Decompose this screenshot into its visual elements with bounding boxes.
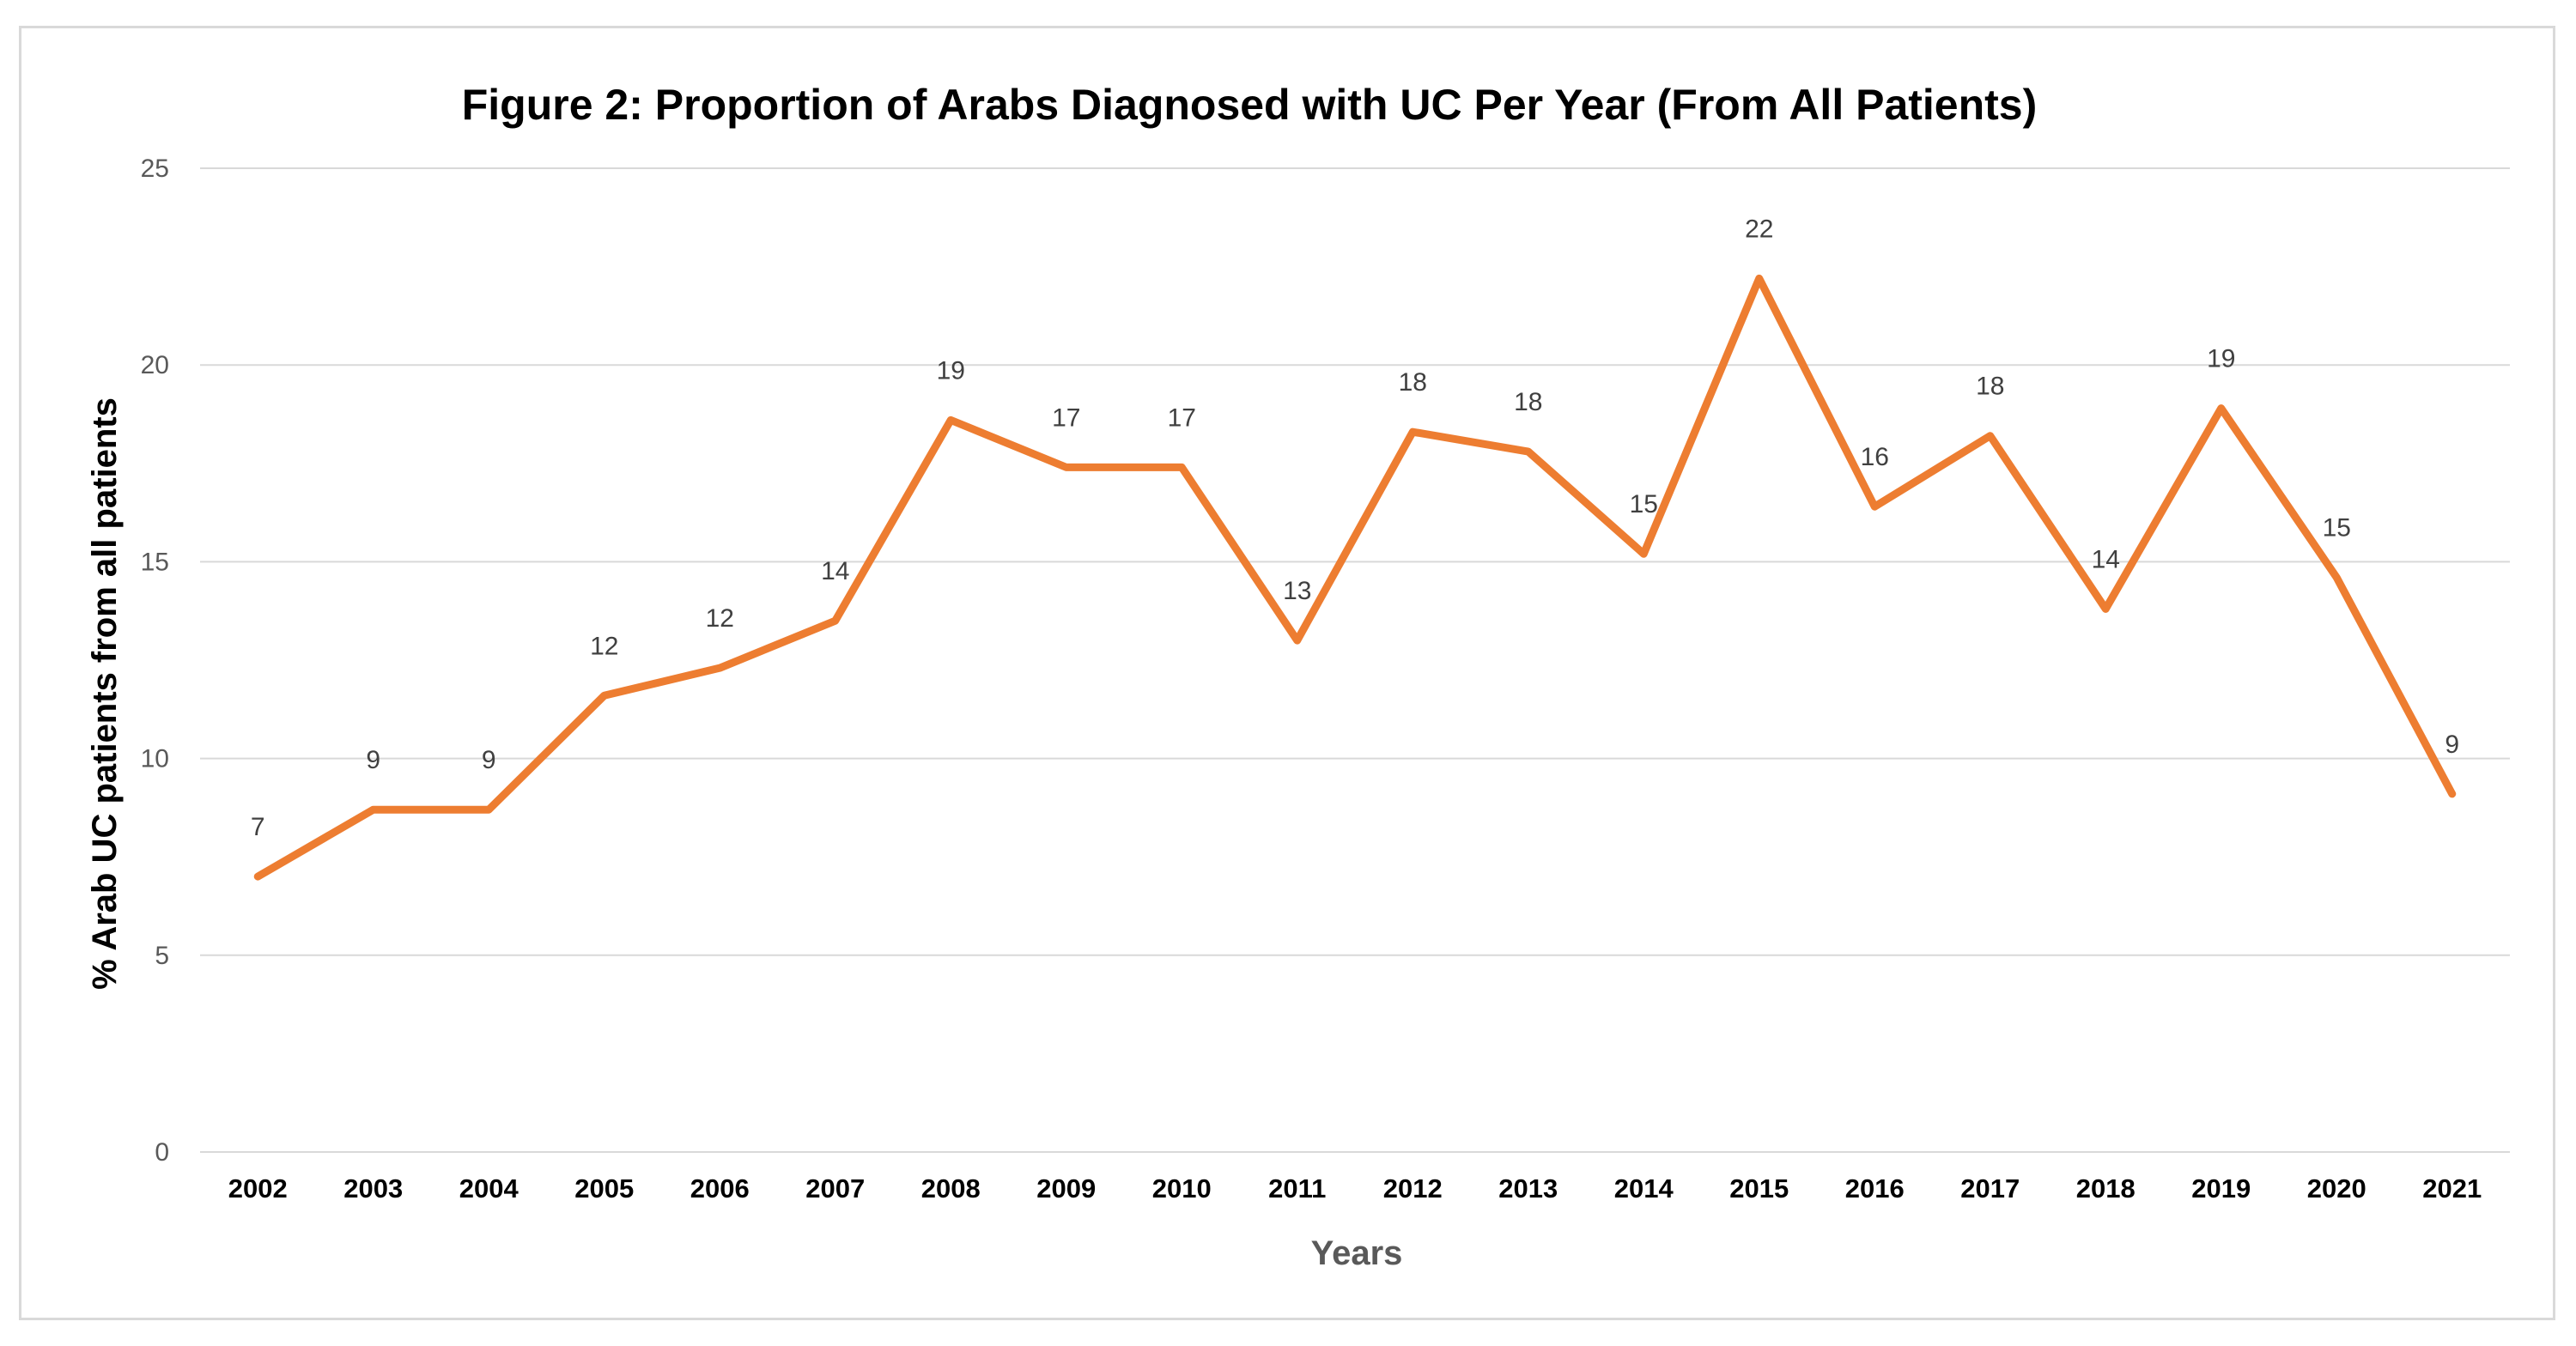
x-tick-label: 2005 [574,1173,634,1204]
y-tick-label: 0 [155,1138,169,1167]
series-line [253,274,2457,881]
y-tick-label: 5 [155,942,169,970]
data-point [1412,431,1414,434]
data-point [1643,553,1645,555]
x-tick-label: 2015 [1729,1173,1789,1204]
x-tick-label: 2019 [2191,1173,2251,1204]
data-point [1065,466,1067,469]
data-label: 9 [366,746,380,774]
x-tick-label: 2012 [1383,1173,1443,1204]
y-tick-label: 20 [141,351,169,379]
data-label: 17 [1168,403,1196,432]
data-label: 17 [1052,403,1080,432]
data-point [719,667,721,670]
data-label: 18 [1514,388,1542,416]
data-point [1874,506,1876,508]
data-point [1527,451,1529,453]
data-point [2336,576,2338,579]
data-label: 18 [1976,373,2004,401]
x-tick-label: 2021 [2422,1173,2482,1204]
data-label: 12 [706,604,734,633]
x-tick-label: 2008 [921,1173,981,1204]
data-point [257,876,259,878]
y-tick-label: 10 [141,745,169,773]
x-tick-label: 2014 [1614,1173,1674,1204]
data-label: 22 [1745,215,1773,243]
y-axis-label: % Arab UC patients from all patients [86,397,124,990]
data-point [1181,466,1183,469]
data-label: 13 [1283,577,1311,605]
data-point [2451,792,2453,795]
x-tick-label: 2002 [228,1173,288,1204]
series-group [253,274,2457,881]
x-tick-label: 2003 [343,1173,403,1204]
x-axis-label: Years [1311,1234,1403,1272]
data-label: 19 [2207,345,2235,373]
data-label: 16 [1861,443,1889,471]
x-tick-label: 2013 [1498,1173,1558,1204]
x-tick-label: 2017 [1960,1173,2020,1204]
data-label: 9 [2445,731,2459,759]
data-label: 15 [1630,490,1658,518]
data-label: 7 [251,813,265,841]
data-label: 19 [937,356,965,385]
data-label: 14 [2092,545,2120,573]
x-tick-label: 2016 [1845,1173,1905,1204]
data-point [834,620,836,622]
data-label: 15 [2323,514,2351,543]
data-point [488,809,490,811]
grid-lines [200,167,2510,1153]
x-tick-label: 2011 [1268,1173,1326,1204]
data-point [2220,407,2222,409]
chart-frame: Figure 2: Proportion of Arabs Diagnosed … [19,26,2555,1320]
y-tick-label: 15 [141,548,169,576]
x-tick-label: 2007 [805,1173,865,1204]
data-label: 9 [482,746,496,774]
x-tick-label: 2018 [2076,1173,2136,1204]
y-axis-ticks: 0 5 10 15 20 25 [141,155,169,1167]
line-chart: Figure 2: Proportion of Arabs Diagnosed … [86,81,2510,1272]
data-point [1989,434,1991,437]
x-tick-label: 2010 [1152,1173,1212,1204]
data-label: 18 [1399,368,1427,397]
y-tick-label: 25 [141,155,169,183]
x-tick-label: 2020 [2307,1173,2366,1204]
chart-title: Figure 2: Proportion of Arabs Diagnosed … [462,81,2038,129]
data-point [2105,608,2107,610]
data-point [1296,640,1298,642]
x-tick-label: 2004 [459,1173,519,1204]
data-labels: 7 9 9 12 12 14 19 17 17 13 18 18 15 22 16 18 14 19 15 9 [251,215,2459,841]
data-point [603,694,605,697]
data-point [1758,277,1760,280]
x-axis-ticks: 2002 2003 2004 2005 2006 2007 2008 2009 2010 2011… [228,1173,2482,1204]
data-point [372,809,374,811]
x-tick-label: 2006 [690,1173,750,1204]
data-point [950,419,952,421]
x-tick-label: 2009 [1036,1173,1096,1204]
data-label: 14 [821,557,849,585]
data-label: 12 [590,632,618,660]
